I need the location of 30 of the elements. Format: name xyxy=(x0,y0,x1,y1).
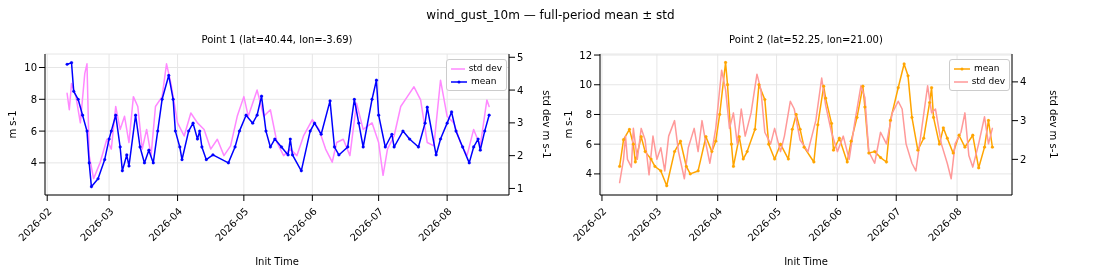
y2-tick-label: 2 xyxy=(1020,153,1027,165)
y-tick-label: 8 xyxy=(585,109,592,121)
y-tick-label: 6 xyxy=(585,138,592,150)
y-tick-label: 6 xyxy=(30,125,37,137)
legend-label: mean xyxy=(974,62,1000,75)
y-axis-title: m s-1 xyxy=(562,110,574,139)
text: wind_gust_10m — full-period mean ± std xyxy=(425,8,676,22)
y2-axis-title: std dev m s-1 xyxy=(541,90,553,159)
y-tick-label: 10 xyxy=(579,79,592,91)
y-tick-label: 10 xyxy=(24,62,37,74)
chart-title: Point 1 (lat=40.44, lon=-3.69) xyxy=(200,34,354,45)
x-axis-title: Init Time xyxy=(255,256,299,267)
legend-label: std dev xyxy=(468,62,502,75)
y-tick-label: 4 xyxy=(585,168,592,180)
y2-axis-title: std dev m s-1 xyxy=(1048,90,1060,159)
y2-tick-label: 2 xyxy=(517,150,524,162)
legend-label: mean xyxy=(471,75,497,88)
y2-tick-label: 1 xyxy=(517,182,524,194)
y-tick-label: 4 xyxy=(30,157,37,169)
y2-tick-label: 5 xyxy=(517,51,524,63)
y2-tick-label: 3 xyxy=(1020,115,1027,127)
y2-tick-label: 4 xyxy=(517,84,524,96)
y-tick-label: 12 xyxy=(579,49,592,61)
chart-title: Point 2 (lat=52.25, lon=21.00) xyxy=(728,34,884,45)
x-axis-title: Init Time xyxy=(784,256,828,267)
y-axis-title: m s-1 xyxy=(6,110,18,139)
y-tick-label: 8 xyxy=(30,93,37,105)
y2-tick-label: 3 xyxy=(517,117,524,129)
legend-label: std dev xyxy=(971,75,1005,88)
y2-tick-label: 4 xyxy=(1020,76,1027,88)
